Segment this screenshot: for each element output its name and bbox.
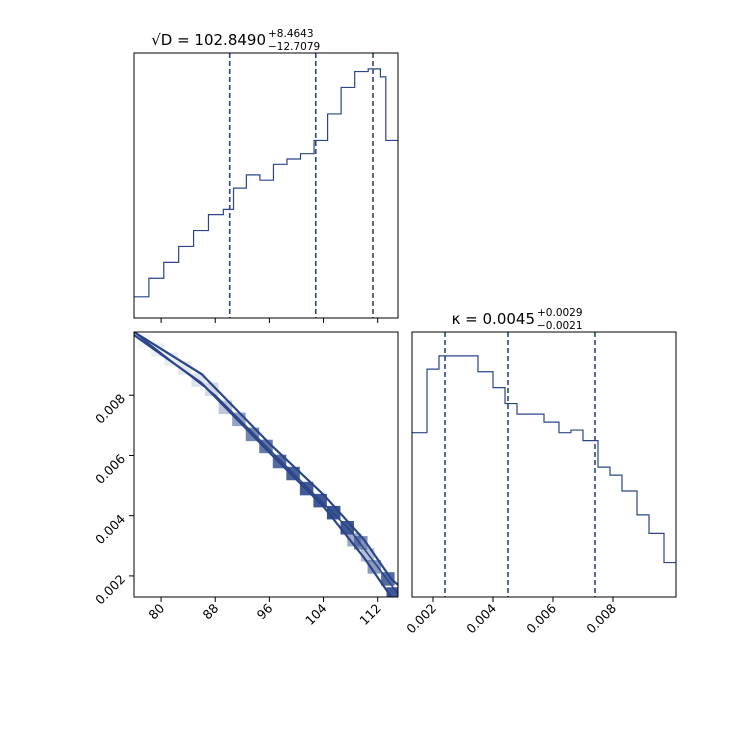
d-title-sup: +8.4643 (268, 28, 314, 40)
x-tick-label-3: 104 (302, 600, 330, 628)
contour-upper (134, 332, 398, 586)
d-title: √D = 102.8490 (151, 31, 266, 49)
d-frame (133, 52, 399, 319)
density-cell (205, 382, 219, 396)
k-title-sup: +0.0029 (537, 307, 583, 319)
k-tick-label-3: 0.008 (583, 600, 619, 636)
panel-bottom-right: κ = 0.0045 +0.0029−0.0021 0.002 0.004 0.006 0… (403, 307, 677, 637)
density-cell (367, 560, 382, 574)
x-tick-label-0: 80 (145, 600, 167, 622)
d-title-sub: −12.7079 (268, 41, 320, 53)
density-cell (386, 587, 398, 597)
d-histogram-line (134, 68, 398, 298)
panel-2d-content (134, 332, 398, 597)
contour-lower (134, 334, 393, 597)
k-histogram-line (412, 355, 676, 564)
density-cell (164, 352, 178, 366)
k-frame (411, 331, 677, 598)
k-title: κ = 0.0045 (452, 310, 535, 328)
k-tick-label-0: 0.002 (403, 601, 439, 637)
y-tick-label-3: 0.008 (92, 391, 128, 427)
panel-top-left: √D = 102.8490 +8.4643−12.7079 (133, 28, 399, 323)
k-tick-label-2: 0.006 (523, 600, 559, 636)
panel-2d-frame (133, 331, 399, 598)
k-tick-label-1: 0.004 (463, 600, 499, 636)
x-tick-label-2: 96 (254, 600, 276, 622)
y-tick-label-1: 0.004 (92, 511, 128, 547)
contour-center (134, 332, 398, 595)
panel-bottom-left: 80 88 96 104 112 0.002 0.004 0.006 0.008 (92, 331, 399, 628)
y-tick-label-2: 0.006 (92, 451, 128, 487)
x-tick-label-4: 112 (356, 601, 383, 628)
k-title-sub: −0.0021 (537, 320, 583, 332)
x-tick-label-1: 88 (199, 600, 221, 622)
y-tick-label-0: 0.002 (92, 571, 128, 607)
